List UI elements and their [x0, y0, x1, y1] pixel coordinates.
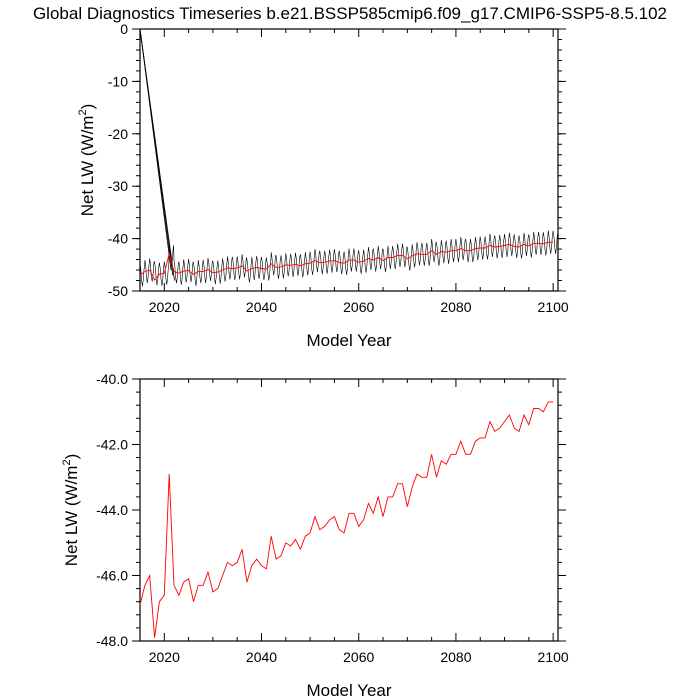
panel-bottom: 2020 2040 2060 2080 2100 -40.0 -42.0 -44.0 -46.0…: [61, 371, 569, 700]
panel-top-xtick-label: 2040: [246, 299, 277, 315]
panel-bottom-xtick-label: 2020: [149, 649, 180, 665]
panel-top-ylabel: Net LW (W/m2): [77, 104, 97, 217]
panel-bottom-frame: [139, 378, 559, 642]
panel-top-spinup-line: [139, 28, 175, 281]
panel-bottom-ytick-label: -42.0: [96, 437, 128, 453]
panel-top-monthly-line: [139, 230, 558, 287]
panel-top-ytick-label: -50: [108, 283, 128, 299]
panel-bottom-xtick-label: 2040: [246, 649, 277, 665]
panel-bottom-ytick-label: -46.0: [96, 568, 128, 584]
panel-top-annual-line: [139, 241, 554, 281]
panel-bottom-xlabel: Model Year: [306, 681, 391, 700]
panel-top-xtick-label: 2100: [538, 299, 569, 315]
panel-bottom-annual-line: [139, 401, 554, 638]
panel-bottom-ylabel-sup: 2: [61, 459, 73, 465]
panel-top-ytick-label: -10: [108, 73, 128, 89]
panel-top-ytick-label: -20: [108, 126, 128, 142]
chart-title: Global Diagnostics Timeseries b.e21.BSSP…: [33, 4, 667, 23]
panel-top-xlabel: Model Year: [306, 331, 391, 350]
panel-bottom-ylabel: Net LW (W/m2): [61, 454, 81, 567]
panel-top-ylabel-tail: ): [78, 104, 97, 110]
panel-bottom-ticks: 2020 2040 2060 2080 2100 -40.0 -42.0 -44.0 -46.0…: [96, 371, 569, 665]
panel-bottom-ytick-label: -48.0: [96, 633, 128, 649]
panel-bottom-xtick-label: 2100: [538, 649, 569, 665]
panel-top-ytick-label: -40: [108, 231, 128, 247]
panel-bottom-xtick-label: 2080: [440, 649, 471, 665]
panel-top-ylabel-main: Net LW (W/m: [78, 116, 97, 217]
panel-top-ticks: 2020 2040 2060 2080 2100 0 -10 -20 -30 -40 -50: [108, 21, 569, 315]
panel-top-monthly-series: [139, 28, 558, 287]
panel-top: 2020 2040 2060 2080 2100 0 -10 -20 -30 -40 -50 Mod…: [77, 21, 569, 350]
panel-top-frame: [139, 28, 559, 292]
panel-bottom-ylabel-main: Net LW (W/m: [62, 466, 81, 567]
panel-top-xtick-label: 2080: [440, 299, 471, 315]
panel-bottom-ytick-label: -44.0: [96, 502, 128, 518]
panel-bottom-xtick-label: 2060: [343, 649, 374, 665]
panel-top-xtick-label: 2020: [149, 299, 180, 315]
panel-top-ytick-label: 0: [120, 21, 128, 37]
panel-top-ylabel-sup: 2: [77, 109, 89, 115]
panel-top-annual-series: [139, 241, 554, 281]
panel-bottom-annual-series: [139, 401, 554, 638]
panel-top-xtick-label: 2060: [343, 299, 374, 315]
panel-bottom-ytick-label: -40.0: [96, 371, 128, 387]
panel-bottom-ylabel-tail: ): [62, 454, 81, 460]
panel-top-ytick-label: -30: [108, 178, 128, 194]
